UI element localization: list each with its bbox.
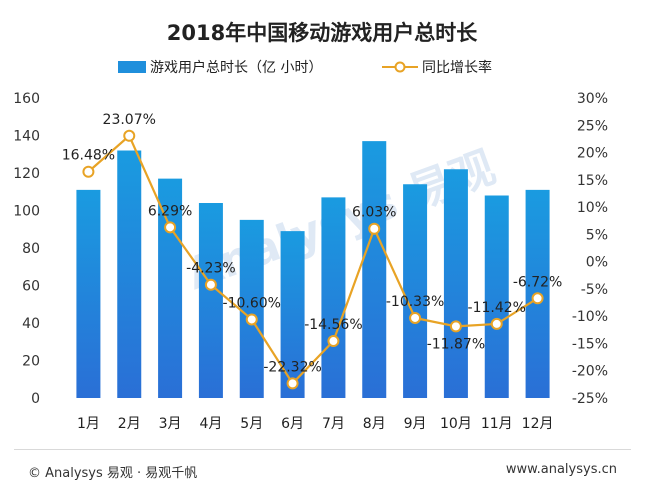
growth-point-5 <box>245 313 258 326</box>
left-tick-label: 40 <box>22 316 40 332</box>
growth-point-1 <box>82 165 95 178</box>
right-tick-label: 5% <box>586 227 608 243</box>
growth-line <box>87 133 539 386</box>
growth-label-1: 16.48% <box>62 148 115 164</box>
category-label: 12月 <box>522 416 554 432</box>
footer-copyright: © Analysys 易观 · 易观千帆 <box>28 466 198 481</box>
growth-point-10 <box>449 320 462 333</box>
left-tick-label: 0 <box>31 391 40 407</box>
left-tick-label: 20 <box>22 354 40 370</box>
growth-point-6 <box>286 377 299 390</box>
growth-point-11 <box>490 317 503 330</box>
category-label: 7月 <box>322 416 345 432</box>
category-label: 3月 <box>159 416 182 432</box>
growth-label-5: -10.60% <box>223 295 281 311</box>
bar-7 <box>321 197 346 398</box>
left-tick-label: 80 <box>22 241 40 257</box>
chart-title: 2018年中国移动游戏用户总时长 <box>167 21 478 45</box>
growth-label-12: -6.72% <box>513 274 563 290</box>
left-axis: 0 20 40 60 80 100 120 140 160 <box>13 91 40 407</box>
footer-divider <box>14 449 631 450</box>
bar-2 <box>117 150 142 398</box>
legend-bar-label: 游戏用户总时长（亿 小时） <box>150 59 322 76</box>
legend-line-label: 同比增长率 <box>422 59 492 76</box>
category-label: 11月 <box>481 416 513 432</box>
category-label: 9月 <box>404 416 427 432</box>
category-label: 8月 <box>363 416 386 432</box>
left-tick-label: 140 <box>13 129 40 145</box>
bar-10 <box>443 169 468 398</box>
right-tick-label: -20% <box>572 364 608 380</box>
category-axis: 1月 2月 3月 4月 5月 6月 7月 8月 9月 10月 11月 12月 <box>77 416 554 432</box>
left-tick-label: 120 <box>13 166 40 182</box>
left-tick-label: 160 <box>13 91 40 107</box>
right-tick-label: 25% <box>577 118 608 134</box>
bar-5 <box>239 219 264 398</box>
category-label: 6月 <box>281 416 304 432</box>
growth-point-9 <box>409 311 422 324</box>
growth-point-12 <box>531 292 544 305</box>
growth-line-path <box>87 133 539 386</box>
bar-3 <box>158 178 183 398</box>
growth-point-3 <box>164 221 177 234</box>
growth-label-7: -14.56% <box>304 317 362 333</box>
legend: 游戏用户总时长（亿 小时） 同比增长率 <box>118 59 492 76</box>
chart: Analysys 易观 2018年中国移动游戏用户总时长 游戏用户总时长（亿 小… <box>13 21 608 432</box>
category-label: 5月 <box>240 416 263 432</box>
growth-points <box>82 129 544 390</box>
growth-point-8 <box>368 222 381 235</box>
growth-label-10: -11.87% <box>427 336 485 352</box>
bar-9 <box>403 184 428 398</box>
right-tick-label: 20% <box>577 146 608 162</box>
category-label: 1月 <box>77 416 100 432</box>
right-tick-label: 10% <box>577 200 608 216</box>
growth-label-8: 6.03% <box>352 205 396 221</box>
right-tick-label: -25% <box>572 391 608 407</box>
category-label: 4月 <box>199 416 222 432</box>
growth-point-4 <box>204 278 217 291</box>
growth-label-4: -4.23% <box>186 261 236 277</box>
category-label: 10月 <box>440 416 472 432</box>
growth-label-9: -10.33% <box>386 294 444 310</box>
growth-point-2 <box>123 129 136 142</box>
growth-label-11: -11.42% <box>468 300 526 316</box>
growth-point-7 <box>327 335 340 348</box>
right-tick-label: -15% <box>572 336 608 352</box>
right-tick-label: 15% <box>577 173 608 189</box>
right-axis: -25% -20% -15% -10% -5% 0% 5% 10% 15% 20% 25% 30% <box>572 91 608 407</box>
right-tick-label: -5% <box>581 282 608 298</box>
bars <box>76 141 550 398</box>
right-tick-label: 0% <box>586 255 608 271</box>
left-tick-label: 100 <box>13 204 40 220</box>
growth-label-2: 23.07% <box>103 112 156 128</box>
bar-4 <box>198 203 223 398</box>
category-label: 2月 <box>118 416 141 432</box>
bar-11 <box>484 195 509 398</box>
footer-website: www.analysys.cn <box>505 462 617 477</box>
right-tick-label: -10% <box>572 309 608 325</box>
growth-label-3: 6.29% <box>148 203 192 219</box>
growth-label-6: -22.32% <box>263 359 321 375</box>
bar-8 <box>362 141 387 398</box>
right-tick-label: 30% <box>577 91 608 107</box>
left-tick-label: 60 <box>22 279 40 295</box>
legend-line-marker <box>394 61 406 73</box>
legend-bar-swatch <box>118 61 146 73</box>
bar-1 <box>76 189 101 398</box>
data-labels: 16.48% 23.07% 6.29% -4.23% -10.60% -22.32% -14… <box>62 112 563 376</box>
